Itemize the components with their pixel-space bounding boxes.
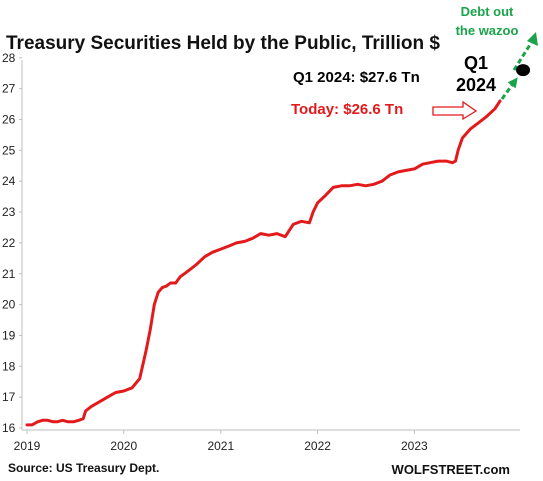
q1-marker-label-line1: Q1 [464,53,488,73]
q1-marker-label-line2: 2024 [456,75,496,95]
q1-value-label: Q1 2024: $27.6 Tn [293,69,420,86]
source-note: Source: US Treasury Dept. [8,461,159,475]
x-axis-ticks: 2019 2020 2021 2022 2023 [14,430,428,453]
y-tick-label: 23 [2,205,16,219]
wazoo-label-line2: the wazoo [456,23,519,38]
today-arrow [432,100,478,121]
y-tick-label: 28 [2,51,16,65]
x-tick-label: 2023 [401,439,428,453]
y-tick-label: 19 [2,328,16,342]
projection-group [500,32,538,100]
x-tick-label: 2022 [304,439,331,453]
debt-series-line [25,99,502,427]
x-tick-label: 2019 [14,439,41,453]
x-tick-label: 2021 [207,439,234,453]
y-tick-label: 18 [2,359,16,373]
projection-arrowhead [507,77,518,89]
y-tick-label: 20 [2,298,16,312]
y-tick-label: 24 [2,174,16,188]
chart-title: Treasury Securities Held by the Public, … [6,33,440,54]
q1-2024-point [516,64,531,77]
wazoo-label-line1: Debt out [461,4,514,19]
plot-frame [21,60,520,431]
y-tick-label: 17 [2,390,16,404]
today-value-label: Today: $26.6 Tn [291,101,403,118]
y-tick-label: 26 [2,113,16,127]
wazoo-arrow [512,39,535,71]
x-tick-label: 2020 [110,439,137,453]
y-axis-ticks: 16 17 18 19 20 21 22 23 24 25 26 27 28 [2,51,22,435]
y-tick-label: 16 [2,421,16,435]
y-tick-label: 21 [2,267,16,281]
y-tick-label: 22 [2,236,16,250]
wazoo-arrowhead [527,32,538,46]
y-tick-label: 27 [2,82,16,96]
wolfstreet-brand: WOLFSTREET.com [392,462,510,477]
y-tick-label: 25 [2,143,16,157]
